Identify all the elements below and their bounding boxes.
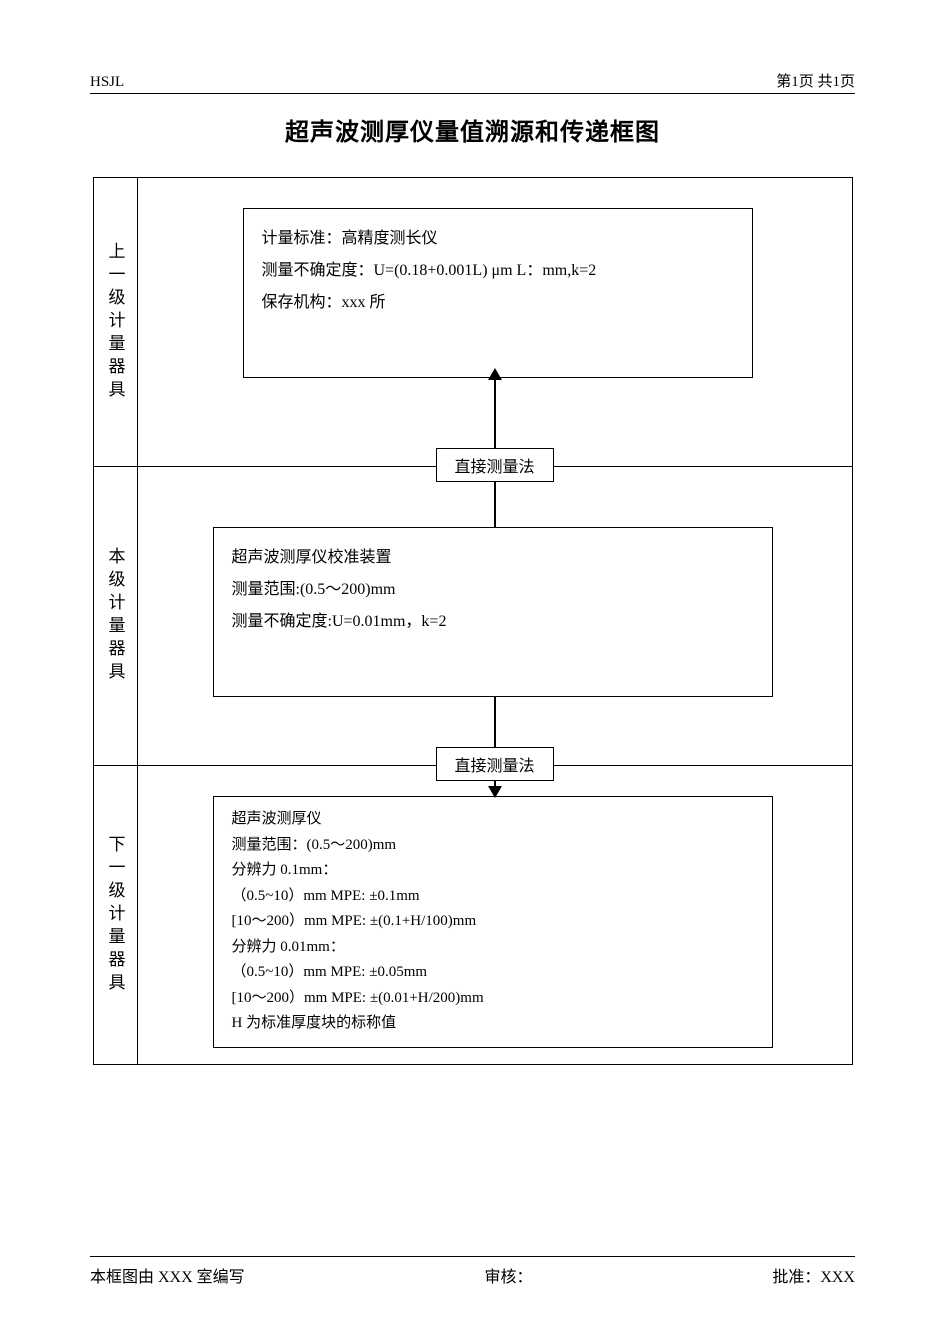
lower-line-4: （0.5~10）mm MPE: ±0.1mm <box>232 884 754 910</box>
upper-standard-box: 计量标准：高精度测长仪 测量不确定度：U=(0.18+0.001L) μm L：… <box>243 208 753 378</box>
header-right: 第1页 共1页 <box>776 70 855 91</box>
page-header: HSJL 第1页 共1页 <box>90 70 855 94</box>
page-footer: 本框图由 XXX 室编写 审核： 批准：XXX <box>90 1256 855 1287</box>
arrow-down-icon <box>488 786 502 798</box>
document-page: HSJL 第1页 共1页 超声波测厚仪量值溯源和传递框图 上一级计量器具 计量标… <box>0 0 945 1337</box>
header-left: HSJL <box>90 74 124 91</box>
footer-reviewer: 审核： <box>484 1263 532 1287</box>
lower-line-6: 分辨力 0.01mm： <box>232 935 754 961</box>
level-lower: 下一级计量器具 超声波测厚仪 测量范围：(0.5～200)mm 分辨力 0.1m… <box>93 765 853 1065</box>
level-lower-body: 超声波测厚仪 测量范围：(0.5～200)mm 分辨力 0.1mm： （0.5~… <box>138 766 852 1064</box>
lower-line-3: 分辨力 0.1mm： <box>232 858 754 884</box>
level-upper-label: 上一级计量器具 <box>94 178 138 466</box>
current-standard-box: 超声波测厚仪校准装置 测量范围:(0.5～200)mm 测量不确定度:U=0.0… <box>213 527 773 697</box>
level-upper-body: 计量标准：高精度测长仪 测量不确定度：U=(0.18+0.001L) μm L：… <box>138 178 852 466</box>
lower-line-8: [10～200）mm MPE: ±(0.01+H/200)mm <box>232 986 754 1012</box>
upper-line-1: 计量标准：高精度测长仪 <box>262 223 734 255</box>
current-line-1: 超声波测厚仪校准装置 <box>232 542 754 574</box>
level-lower-label: 下一级计量器具 <box>94 766 138 1064</box>
lower-instrument-box: 超声波测厚仪 测量范围：(0.5～200)mm 分辨力 0.1mm： （0.5~… <box>213 796 773 1048</box>
current-line-2: 测量范围:(0.5～200)mm <box>232 574 754 606</box>
method-label-2: 直接测量法 <box>435 747 553 781</box>
upper-line-3: 保存机构：xxx 所 <box>262 287 734 319</box>
level-current: 本级计量器具 超声波测厚仪校准装置 测量范围:(0.5～200)mm 测量不确定… <box>93 466 853 766</box>
arrow-up-icon <box>488 368 502 380</box>
current-line-3: 测量不确定度:U=0.01mm，k=2 <box>232 606 754 638</box>
method-label-1: 直接测量法 <box>435 448 553 482</box>
footer-approver: 批准：XXX <box>772 1263 855 1287</box>
lower-line-1: 超声波测厚仪 <box>232 807 754 833</box>
lower-line-7: （0.5~10）mm MPE: ±0.05mm <box>232 960 754 986</box>
level-upper: 上一级计量器具 计量标准：高精度测长仪 测量不确定度：U=(0.18+0.001… <box>93 177 853 467</box>
lower-line-9: H 为标准厚度块的标称值 <box>232 1011 754 1037</box>
footer-author: 本框图由 XXX 室编写 <box>90 1263 245 1287</box>
upper-line-2: 测量不确定度：U=(0.18+0.001L) μm L：mm,k=2 <box>262 255 734 287</box>
traceability-diagram: 上一级计量器具 计量标准：高精度测长仪 测量不确定度：U=(0.18+0.001… <box>93 177 853 1065</box>
document-title: 超声波测厚仪量值溯源和传递框图 <box>90 112 855 147</box>
level-current-label: 本级计量器具 <box>94 467 138 765</box>
lower-line-5: [10～200）mm MPE: ±(0.1+H/100)mm <box>232 909 754 935</box>
level-current-body: 超声波测厚仪校准装置 测量范围:(0.5～200)mm 测量不确定度:U=0.0… <box>138 467 852 765</box>
lower-line-2: 测量范围：(0.5～200)mm <box>232 833 754 859</box>
